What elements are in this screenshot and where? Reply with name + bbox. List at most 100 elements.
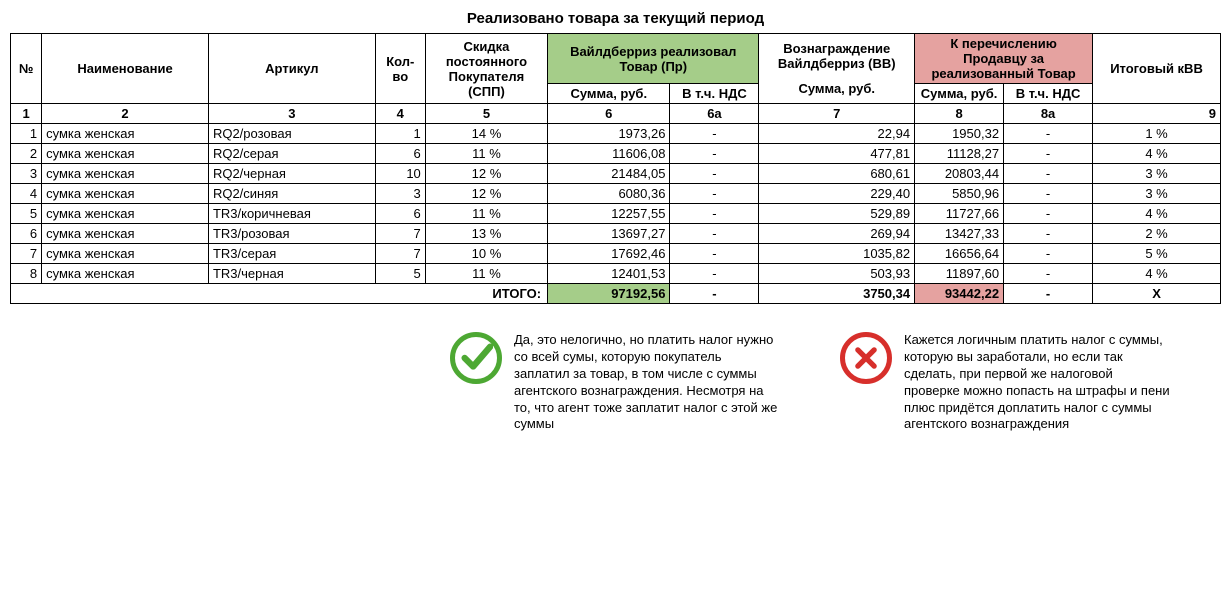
table-row: 5сумка женскаяTR3/коричневая611 %12257,5… (11, 204, 1221, 224)
cell-qty: 3 (375, 184, 425, 204)
cell-vat1: - (670, 124, 759, 144)
colnum-8a: 8а (1004, 104, 1093, 124)
th-sold-sum: Сумма, руб. (548, 84, 670, 104)
colnum-3: 3 (208, 104, 375, 124)
cell-vat1: - (670, 164, 759, 184)
table-row: 3сумка женскаяRQ2/черная1012 %21484,05-6… (11, 164, 1221, 184)
cell-vat2: - (1004, 224, 1093, 244)
th-kvv: Итоговый кВВ (1093, 34, 1221, 104)
cell-qty: 6 (375, 144, 425, 164)
cell-sold: 12257,55 (548, 204, 670, 224)
cell-qty: 7 (375, 244, 425, 264)
th-sold-vat: В т.ч. НДС (670, 84, 759, 104)
cell-fee: 22,94 (759, 124, 915, 144)
cell-sold: 11606,08 (548, 144, 670, 164)
cell-seller: 20803,44 (915, 164, 1004, 184)
cell-disc: 11 % (425, 144, 547, 164)
th-to-seller: К перечислению Продавцу за реализованный… (915, 34, 1093, 84)
colnum-2: 2 (42, 104, 209, 124)
th-wb-fee-sum: Сумма, руб. (763, 81, 910, 96)
cell-qty: 5 (375, 264, 425, 284)
colnum-4: 4 (375, 104, 425, 124)
table-row: 1сумка женскаяRQ2/розовая114 %1973,26-22… (11, 124, 1221, 144)
cell-seller: 5850,96 (915, 184, 1004, 204)
totals-seller: 93442,22 (915, 284, 1004, 304)
cell-vat2: - (1004, 244, 1093, 264)
cell-sold: 1973,26 (548, 124, 670, 144)
table-row: 4сумка женскаяRQ2/синяя312 %6080,36-229,… (11, 184, 1221, 204)
cell-vat2: - (1004, 164, 1093, 184)
colnum-9: 9 (1093, 104, 1221, 124)
cell-seller: 13427,33 (915, 224, 1004, 244)
cross-icon (840, 332, 892, 384)
note-no: Кажется логичным платить налог с суммы, … (840, 332, 1170, 433)
report-table: № Наименование Артикул Кол-во Скидка пос… (10, 33, 1221, 304)
cell-disc: 12 % (425, 184, 547, 204)
colnum-6: 6 (548, 104, 670, 124)
cell-qty: 6 (375, 204, 425, 224)
cell-art: RQ2/розовая (208, 124, 375, 144)
cell-seller: 11727,66 (915, 204, 1004, 224)
cell-kvv: 1 % (1093, 124, 1221, 144)
cell-sold: 13697,27 (548, 224, 670, 244)
note-yes: Да, это нелогично, но платить налог нужн… (450, 332, 780, 433)
cell-art: TR3/черная (208, 264, 375, 284)
colnum-8: 8 (915, 104, 1004, 124)
cell-name: сумка женская (42, 264, 209, 284)
cell-vat2: - (1004, 264, 1093, 284)
cell-fee: 1035,82 (759, 244, 915, 264)
cell-kvv: 3 % (1093, 184, 1221, 204)
cell-n: 1 (11, 124, 42, 144)
totals-label: ИТОГО: (11, 284, 548, 304)
cell-n: 6 (11, 224, 42, 244)
cell-n: 7 (11, 244, 42, 264)
cell-fee: 269,94 (759, 224, 915, 244)
cell-kvv: 4 % (1093, 144, 1221, 164)
totals-fee: 3750,34 (759, 284, 915, 304)
cell-fee: 680,61 (759, 164, 915, 184)
cell-name: сумка женская (42, 224, 209, 244)
colnum-5: 5 (425, 104, 547, 124)
table-row: 2сумка женскаяRQ2/серая611 %11606,08-477… (11, 144, 1221, 164)
table-row: 6сумка женскаяTR3/розовая713 %13697,27-2… (11, 224, 1221, 244)
cell-kvv: 5 % (1093, 244, 1221, 264)
cell-disc: 12 % (425, 164, 547, 184)
totals-sold: 97192,56 (548, 284, 670, 304)
cell-kvv: 2 % (1093, 224, 1221, 244)
cell-art: RQ2/серая (208, 144, 375, 164)
cell-disc: 10 % (425, 244, 547, 264)
cell-disc: 11 % (425, 264, 547, 284)
cell-vat1: - (670, 204, 759, 224)
th-seller-sum: Сумма, руб. (915, 84, 1004, 104)
cell-name: сумка женская (42, 204, 209, 224)
th-num: № (11, 34, 42, 104)
th-wb-fee: Вознаграждение Вайлдберриз (ВВ) (763, 41, 910, 71)
cell-vat1: - (670, 224, 759, 244)
cell-fee: 503,93 (759, 264, 915, 284)
cell-vat2: - (1004, 124, 1093, 144)
cell-n: 4 (11, 184, 42, 204)
cell-art: TR3/коричневая (208, 204, 375, 224)
cell-fee: 229,40 (759, 184, 915, 204)
cell-sold: 21484,05 (548, 164, 670, 184)
totals-kvv: X (1093, 284, 1221, 304)
cell-vat1: - (670, 244, 759, 264)
cell-art: RQ2/синяя (208, 184, 375, 204)
th-wb-sold: Вайлдберриз реализовал Товар (Пр) (548, 34, 759, 84)
th-article: Артикул (208, 34, 375, 104)
cell-sold: 6080,36 (548, 184, 670, 204)
cell-vat1: - (670, 264, 759, 284)
th-qty: Кол-во (375, 34, 425, 104)
cell-n: 8 (11, 264, 42, 284)
notes-section: Да, это нелогично, но платить налог нужн… (450, 332, 1221, 433)
cell-vat2: - (1004, 144, 1093, 164)
colnum-1: 1 (11, 104, 42, 124)
cell-name: сумка женская (42, 184, 209, 204)
cell-disc: 14 % (425, 124, 547, 144)
cell-seller: 1950,32 (915, 124, 1004, 144)
note-yes-text: Да, это нелогично, но платить налог нужн… (514, 332, 780, 433)
page-title: Реализовано товара за текущий период (10, 10, 1221, 27)
cell-disc: 11 % (425, 204, 547, 224)
cell-vat2: - (1004, 204, 1093, 224)
colnum-6a: 6а (670, 104, 759, 124)
